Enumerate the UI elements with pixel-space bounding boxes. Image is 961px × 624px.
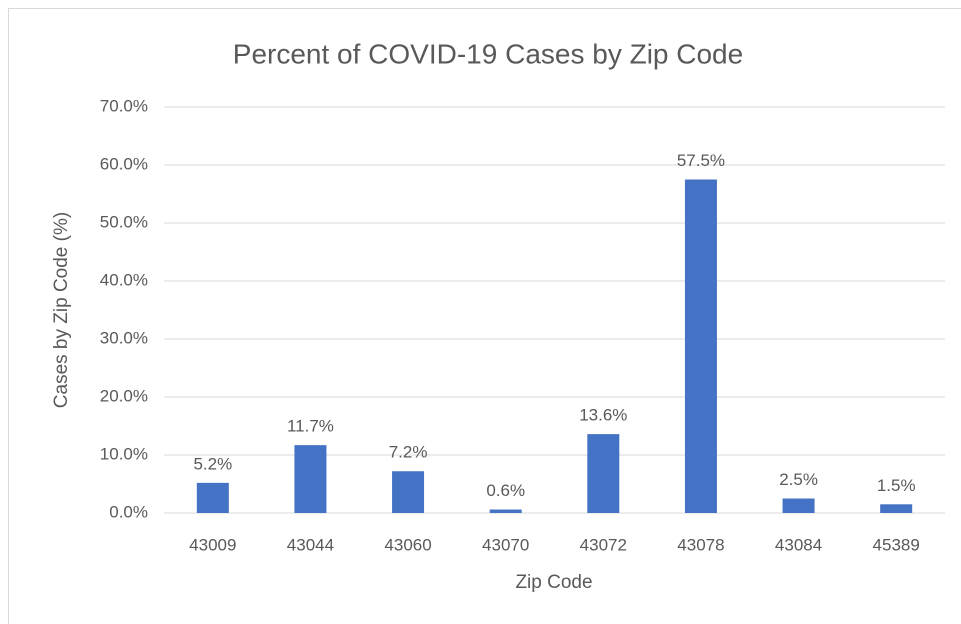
bar — [196, 482, 229, 513]
data-label: 13.6% — [579, 406, 627, 425]
y-tick-label: 30.0% — [100, 328, 148, 347]
x-tick-label: 43078 — [677, 535, 724, 554]
data-label: 1.5% — [877, 476, 916, 495]
x-axis-title: Zip Code — [515, 572, 592, 593]
y-tick-label: 60.0% — [100, 154, 148, 173]
bar — [587, 434, 620, 513]
data-label: 0.6% — [486, 481, 525, 500]
x-tick-label: 43070 — [482, 535, 529, 554]
data-label: 57.5% — [677, 151, 725, 170]
x-tick-label: 43009 — [189, 535, 236, 554]
y-tick-label: 20.0% — [100, 386, 148, 405]
bar — [782, 498, 815, 513]
x-tick-label: 45389 — [873, 535, 920, 554]
data-label: 11.7% — [287, 417, 334, 436]
y-tick-label: 50.0% — [100, 212, 148, 231]
x-tick-label: 43060 — [384, 535, 431, 554]
y-axis-title: Cases by Zip Code (%) — [51, 212, 72, 408]
chart-border — [8, 8, 961, 624]
bar — [392, 471, 425, 513]
y-tick-label: 70.0% — [100, 96, 148, 115]
chart-title: Percent of COVID-19 Cases by Zip Code — [233, 38, 743, 69]
bar — [684, 179, 717, 513]
data-label: 5.2% — [193, 454, 232, 473]
x-tick-label: 43072 — [580, 535, 627, 554]
bar — [489, 509, 522, 513]
data-label: 7.2% — [389, 443, 428, 462]
data-label: 2.5% — [779, 470, 818, 489]
y-tick-label: 10.0% — [100, 444, 148, 463]
y-tick-label: 40.0% — [100, 270, 148, 289]
y-tick-label: 0.0% — [109, 502, 148, 521]
x-tick-label: 43084 — [775, 535, 822, 554]
x-tick-label: 43044 — [287, 535, 334, 554]
bar — [294, 445, 327, 513]
bar — [880, 504, 913, 513]
